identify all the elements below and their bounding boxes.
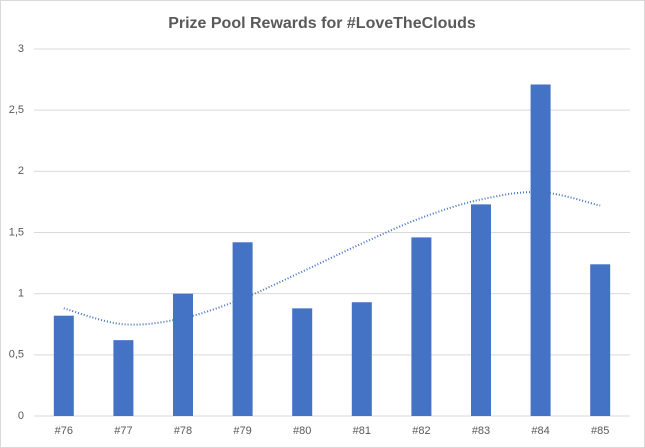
bar: [351, 302, 372, 416]
bar: [411, 237, 432, 416]
bar: [113, 340, 134, 416]
bar: [471, 204, 491, 416]
x-tick-label: #77: [114, 425, 132, 437]
x-tick-label: #84: [531, 425, 549, 437]
bar: [292, 308, 313, 416]
x-tick-label: #85: [591, 425, 609, 437]
bar: [530, 84, 551, 416]
x-tick-label: #79: [233, 425, 251, 437]
y-tick-label: 2: [18, 165, 24, 177]
x-tick-label: #83: [472, 425, 490, 437]
bar: [232, 242, 253, 416]
bar: [590, 264, 611, 416]
bar: [173, 293, 193, 416]
x-tick-label: #81: [353, 425, 371, 437]
y-tick-label: 2,5: [9, 104, 24, 116]
y-tick-label: 0: [18, 410, 24, 422]
x-tick-label: #82: [412, 425, 430, 437]
y-tick-label: 0,5: [9, 349, 24, 361]
x-tick-label: #76: [55, 425, 73, 437]
x-tick-label: #80: [293, 425, 311, 437]
x-tick-label: #78: [174, 425, 192, 437]
y-tick-label: 1: [18, 288, 24, 300]
y-tick-label: 1,5: [9, 226, 24, 238]
y-tick-label: 3: [18, 43, 24, 55]
bar: [53, 315, 74, 416]
chart-title: Prize Pool Rewards for #LoveTheClouds: [168, 15, 476, 32]
